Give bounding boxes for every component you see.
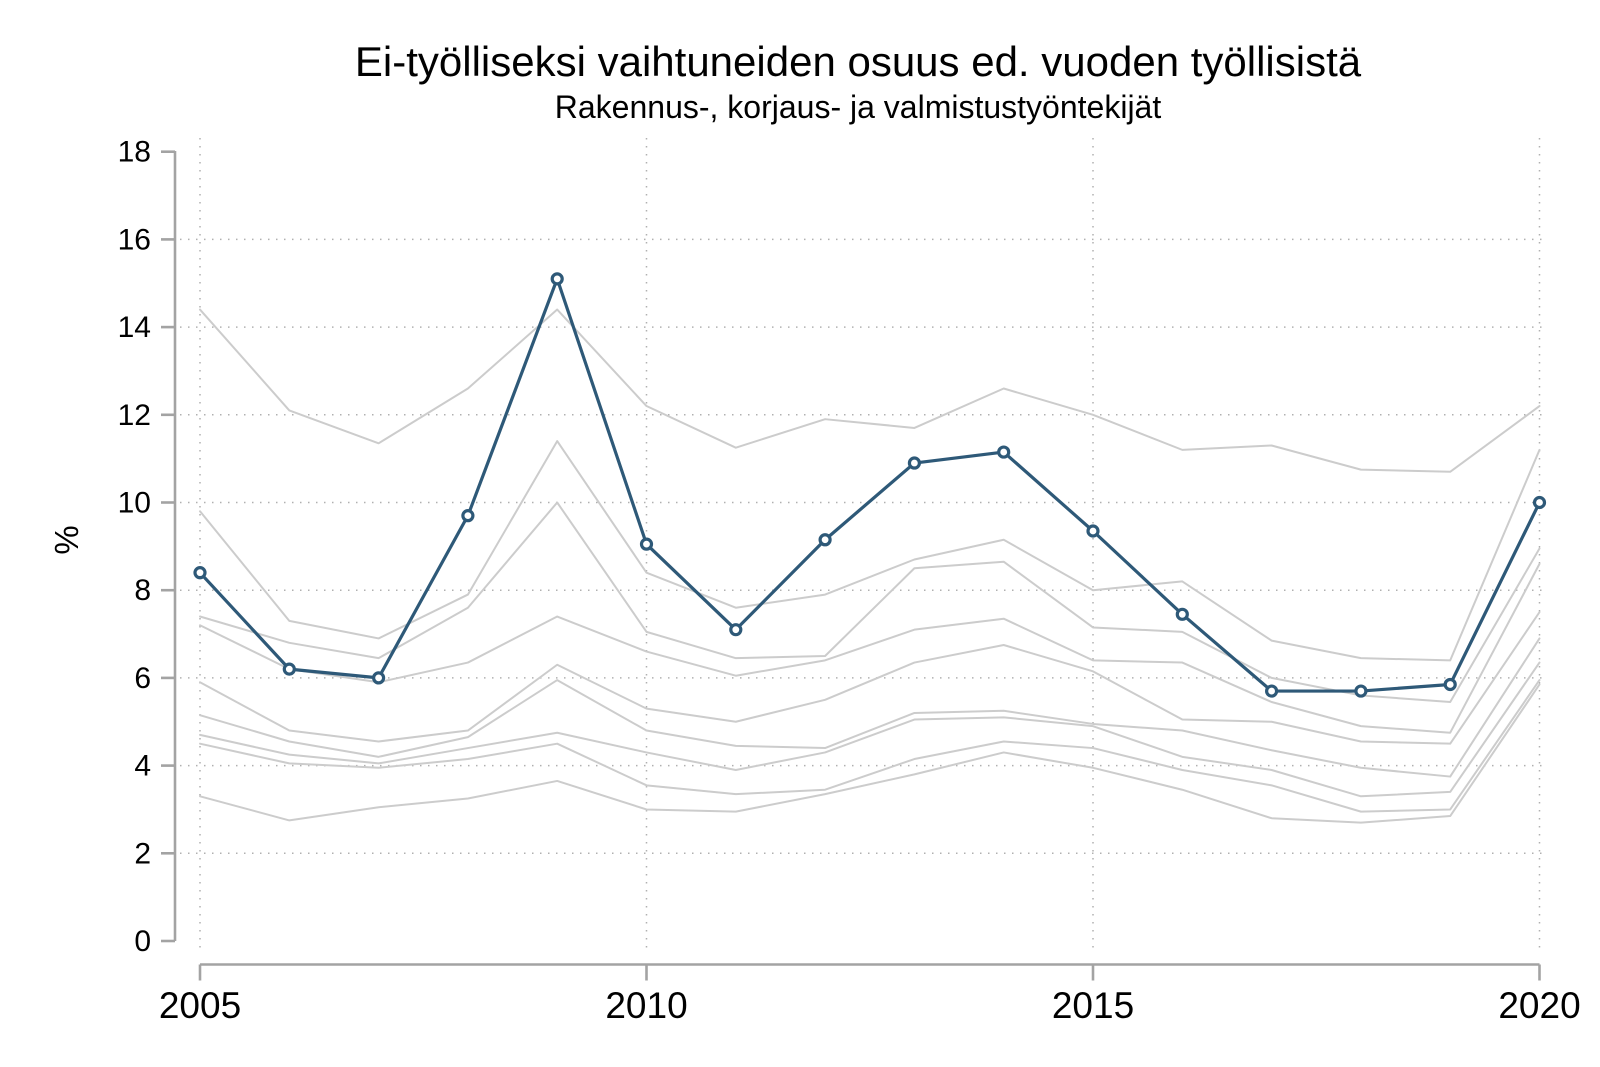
background-series-line <box>199 683 1541 824</box>
background-series-line <box>199 611 1541 745</box>
chart-subtitle: Rakennus-, korjaus- ja valmistustyönteki… <box>554 89 1162 125</box>
data-point-marker <box>1264 684 1279 698</box>
data-point-marker <box>282 662 296 676</box>
background-series-line <box>199 679 1541 813</box>
background-series-line <box>199 308 1541 473</box>
y-tick-label: 0 <box>134 925 151 958</box>
main-series-line <box>198 277 1542 693</box>
data-point-marker <box>639 537 654 551</box>
background-series-line <box>199 501 1541 704</box>
data-point-marker <box>372 671 386 685</box>
y-tick-label: 6 <box>134 662 151 695</box>
data-point-marker <box>818 533 832 547</box>
y-tick-label: 14 <box>118 311 151 344</box>
x-tick-label: 2005 <box>159 985 241 1026</box>
background-series-line <box>199 637 1541 778</box>
data-point-marker <box>729 623 743 637</box>
x-tick-label: 2010 <box>605 985 687 1026</box>
data-point-marker <box>1532 495 1547 510</box>
chart-title: Ei-työlliseksi vaihtuneiden osuus ed. vu… <box>354 38 1362 85</box>
data-point-marker <box>1086 524 1100 538</box>
y-tick-label: 10 <box>118 487 151 520</box>
data-point-marker <box>1443 677 1457 692</box>
data-point-marker <box>907 456 922 470</box>
x-tick-label: 2020 <box>1498 985 1580 1026</box>
y-tick-label: 12 <box>118 399 151 432</box>
data-point-marker <box>550 272 564 286</box>
data-point-marker <box>461 509 475 523</box>
data-point-marker <box>193 566 207 580</box>
background-series-line <box>199 440 1541 662</box>
y-tick-label: 18 <box>118 136 151 169</box>
data-point-marker <box>997 445 1011 459</box>
data-point-marker <box>1175 607 1189 621</box>
x-tick-label: 2015 <box>1052 985 1134 1026</box>
y-tick-label: 2 <box>134 837 151 870</box>
data-point-marker <box>1354 684 1368 698</box>
y-tick-label: 8 <box>134 574 151 607</box>
y-tick-label: 4 <box>134 750 151 783</box>
y-axis-label: % <box>48 525 85 554</box>
background-series-line <box>199 562 1541 734</box>
y-tick-label: 16 <box>118 223 151 256</box>
background-series-line <box>199 661 1541 798</box>
